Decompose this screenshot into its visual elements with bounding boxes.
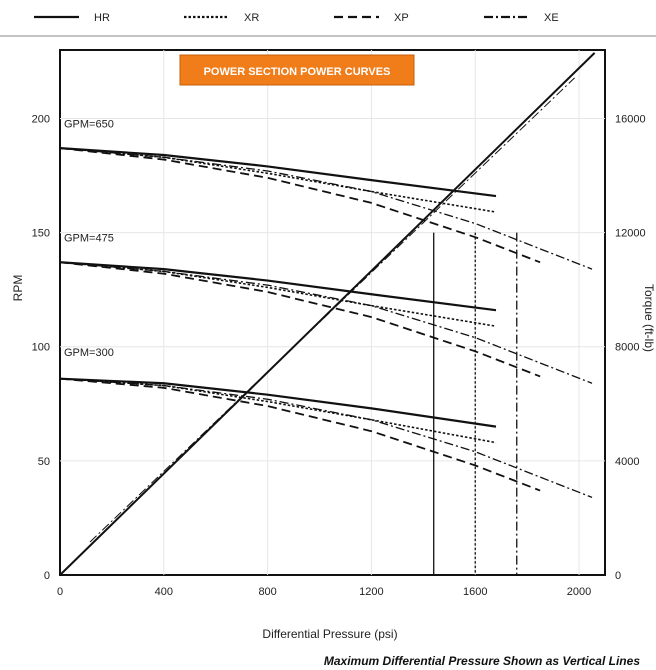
y2-axis-title: Torque (ft-lb) <box>642 284 656 352</box>
y-tick-label: 200 <box>32 113 50 125</box>
torque-series <box>59 52 596 576</box>
rpm-curve-xe-gpm300 <box>59 378 593 498</box>
legend-label-xr: XR <box>244 12 259 24</box>
y-tick-label: 50 <box>38 456 50 468</box>
y-axis-title: RPM <box>11 275 25 302</box>
y2-tick-labels: 0 4000 8000 12000 16000 <box>615 113 646 582</box>
rpm-curve-xp-gpm650 <box>59 147 541 264</box>
rpm-curve-xp-gpm475 <box>59 261 541 378</box>
y2-tick-label: 16000 <box>615 113 646 125</box>
y-tick-label: 100 <box>32 342 50 354</box>
legend-label-xp: XP <box>394 12 409 24</box>
y2-tick-label: 4000 <box>615 456 639 468</box>
chart-title-banner <box>179 54 415 86</box>
rpm-curve-hr-gpm300 <box>59 377 497 428</box>
x-axis-title: Differential Pressure (psi) <box>262 627 397 641</box>
gridlines <box>60 50 605 575</box>
rpm-curve-xp-gpm300 <box>59 377 541 492</box>
rpm-curve-xr-gpm650 <box>59 147 497 213</box>
y2-tick-label: 12000 <box>615 228 646 240</box>
rpm-curve-xr-gpm300 <box>59 377 497 444</box>
rpm-curve-hr-gpm650 <box>59 147 497 198</box>
legend-label-hr: HR <box>94 12 110 24</box>
rpm-curve-hr-gpm475 <box>59 261 497 312</box>
rpm-curve-xe-gpm650 <box>59 147 593 270</box>
flow-label: GPM=475 <box>64 233 114 245</box>
torque-line <box>59 52 596 576</box>
flow-label: GPM=650 <box>64 119 114 131</box>
legend: HR XR XP XE <box>0 12 656 37</box>
x-tick-label: 1600 <box>463 586 487 598</box>
rpm-series <box>59 147 593 498</box>
x-tick-label: 0 <box>57 586 63 598</box>
y-tick-labels: 0 50 100 150 200 <box>32 113 50 582</box>
x-tick-label: 1200 <box>359 586 383 598</box>
y2-tick-label: 0 <box>615 570 621 582</box>
flow-label: GPM=300 <box>64 347 114 359</box>
max-pressure-lines <box>433 232 518 575</box>
x-tick-label: 2000 <box>567 586 591 598</box>
footnote: Maximum Differential Pressure Shown as V… <box>324 654 640 668</box>
x-tick-label: 400 <box>155 586 173 598</box>
y2-tick-label: 8000 <box>615 342 639 354</box>
y-tick-label: 150 <box>32 228 50 240</box>
x-tick-label: 800 <box>258 586 276 598</box>
legend-label-xe: XE <box>544 12 559 24</box>
rpm-curve-xr-gpm475 <box>59 261 497 327</box>
y-tick-label: 0 <box>44 570 50 582</box>
chart-title: POWER SECTION POWER CURVES <box>204 66 391 78</box>
rpm-curve-xe-gpm475 <box>59 261 593 384</box>
x-tick-labels: 0 400 800 1200 1600 2000 <box>57 586 591 598</box>
torque-line-xe <box>89 77 575 543</box>
plot-frame <box>59 49 606 576</box>
flow-labels: GPM=650 GPM=475 GPM=300 <box>64 119 114 359</box>
